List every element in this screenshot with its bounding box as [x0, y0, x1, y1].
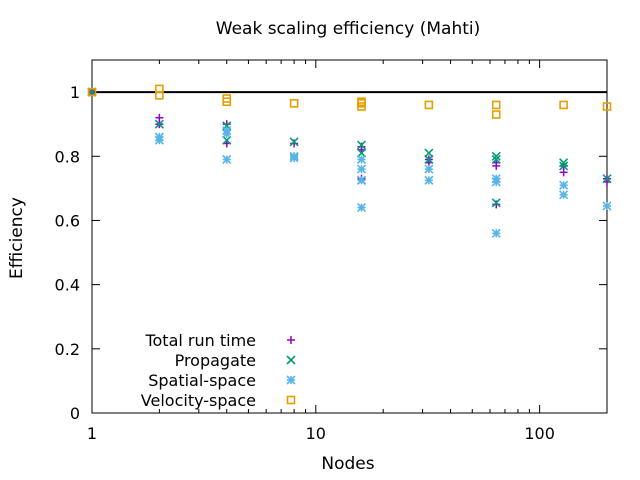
- y-tick-label: 0: [70, 404, 80, 423]
- legend-marker: [286, 375, 296, 385]
- legend-label: Velocity-space: [141, 391, 256, 410]
- axis-ticks: 0 0.2 0.4 0.6 0.8 1 1 10 100: [55, 60, 607, 443]
- data-point: [559, 161, 569, 171]
- data-point: [559, 180, 569, 190]
- data-point: [602, 102, 612, 111]
- data-point: [424, 175, 434, 185]
- data-point: [602, 201, 612, 211]
- data-point: [289, 99, 299, 108]
- data-point: [87, 87, 97, 97]
- data-point: [491, 198, 501, 208]
- y-tick-label: 0.4: [55, 276, 80, 295]
- data-point: [559, 158, 569, 168]
- legend-marker: [287, 336, 295, 344]
- x-tick-label: 10: [306, 424, 326, 443]
- data-point: [356, 140, 367, 150]
- data-point: [356, 154, 367, 165]
- legend-label: Total run time: [144, 331, 256, 350]
- y-tick-label: 0.6: [55, 211, 80, 230]
- data-point: [491, 177, 501, 187]
- legend-marker: [286, 395, 296, 405]
- data-point: [154, 135, 164, 145]
- data-point: [424, 154, 434, 165]
- data-point: [356, 203, 367, 213]
- data-point: [290, 139, 299, 148]
- data-point: [87, 87, 97, 97]
- data-point: [424, 164, 434, 174]
- legend-label: Spatial-space: [148, 371, 256, 390]
- data-point: [356, 164, 367, 174]
- plot-frame: [91, 59, 608, 414]
- data-point: [492, 200, 501, 209]
- data-point: [222, 129, 232, 139]
- legend: Total run timePropagateSpatial-spaceVelo…: [141, 331, 296, 410]
- legend-label: Propagate: [175, 351, 256, 370]
- data-points: [87, 84, 612, 238]
- data-point: [222, 154, 232, 165]
- chart-title: Weak scaling efficiency (Mahti): [216, 19, 481, 39]
- data-point: [289, 137, 299, 147]
- data-point: [492, 161, 501, 170]
- y-tick-label: 1: [70, 83, 80, 102]
- y-tick-label: 0.8: [55, 147, 80, 166]
- data-point: [154, 119, 164, 129]
- y-axis-label: Efficiency: [7, 197, 27, 279]
- data-point: [491, 151, 501, 161]
- data-point: [602, 174, 612, 184]
- data-point: [559, 100, 568, 110]
- data-point: [559, 168, 568, 177]
- data-point: [424, 100, 434, 110]
- y-tick-label: 0.2: [55, 340, 80, 359]
- data-point: [289, 153, 299, 163]
- data-point: [491, 154, 501, 165]
- legend-marker: [286, 355, 296, 365]
- x-tick-label: 100: [524, 424, 555, 443]
- data-point: [491, 228, 501, 238]
- data-point: [559, 190, 569, 200]
- data-point: [356, 175, 367, 185]
- data-point: [491, 110, 501, 119]
- data-point: [491, 100, 501, 110]
- x-tick-label: 1: [87, 424, 97, 443]
- data-point: [155, 91, 164, 100]
- data-point: [357, 102, 366, 111]
- x-axis-label: Nodes: [321, 454, 374, 474]
- data-point: [222, 97, 232, 107]
